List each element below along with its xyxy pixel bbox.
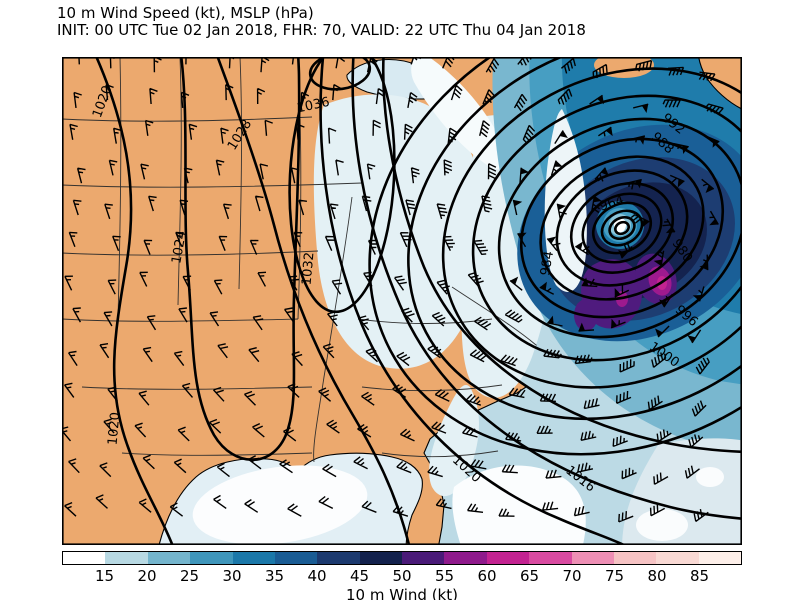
colorbar-swatch [656,552,699,564]
colorbar-tick-label: 30 [222,567,242,585]
colorbar-tick-label: 45 [349,567,370,585]
isobar-label: 1020 [106,412,124,446]
colorbar-tick-label: 75 [604,567,625,585]
colorbar-swatch [232,552,275,564]
isobar-label: 1036 [296,95,331,117]
isobar-1004 [407,57,742,421]
mslp-contours [95,57,742,545]
colorbar-swatch [613,552,657,564]
isobar-1024 [179,57,301,462]
figure-titles: 10 m Wind Speed (kt), MSLP (hPa) INIT: 0… [57,5,586,39]
isobar-968 [592,201,652,255]
calm-white-area [636,509,688,541]
isobar-980 [555,169,689,287]
colorbar-tick-label: 60 [477,567,497,585]
isobar-label: 1032 [300,252,318,286]
colorbar-swatch [63,552,106,564]
chart-title: 10 m Wind Speed (kt), MSLP (hPa) [57,4,314,22]
isobar-1020-ocean [319,57,628,545]
isobar-label: 1024 [169,230,190,265]
shade-15kt-land [429,385,479,497]
colorbar-swatch [698,552,741,564]
shade-15kt-land [411,57,506,170]
isobar-1000 [441,67,742,389]
colorbar-swatch [359,552,402,564]
isobar-1008 [368,57,742,456]
colorbar-tick-label: 55 [434,567,455,585]
colorbar-swatch [402,552,445,564]
colorbar-swatch [486,552,530,564]
isobar-label: 984 [538,250,557,277]
isobar-1012 [381,57,742,454]
weather-map: 1020102010241028103210369649809849889929… [62,57,742,545]
isobar-1016 [351,57,742,520]
isobar-956 [614,220,630,236]
colorbar-tick-label: 25 [179,567,200,585]
wind-barb-strokes [62,57,724,523]
colorbar-swatch [317,552,360,564]
colorbar-tick-label: 20 [137,567,157,585]
colorbar-swatch [105,552,148,564]
calm-white-area [696,467,724,487]
map-border [62,57,742,545]
colorbar-tick-label: 40 [307,567,327,585]
isobar-972 [581,192,663,264]
isobar-960 [608,215,636,241]
colorbar-swatch [147,552,191,564]
colorbar-caption: 10 m Wind (kt) [346,586,458,600]
colorbar-tick-label: 80 [647,567,667,585]
colorbar-swatch [529,552,572,564]
isobar-984 [539,155,705,301]
colorbar-swatch [190,552,233,564]
wind-barbs-layer [62,57,724,523]
isobar-1036 [308,57,372,91]
colorbar-tick-label: 15 [94,567,115,585]
colorbar-tick-label: 35 [264,567,285,585]
chart-subtitle: INIT: 00 UTC Tue 02 Jan 2018, FHR: 70, V… [57,21,586,39]
colorbar-tick-label: 65 [519,567,540,585]
isobar-1020-west [95,57,174,545]
calm-white-area [192,465,368,545]
colorbar [62,551,742,565]
isobar-label: 964 [598,193,626,215]
isobar-1028 [216,57,411,545]
colorbar-tick-label: 70 [562,567,582,585]
colorbar-swatch [571,552,614,564]
colorbar-tick-labels: 15 20 25 30 35 40 45 50 55 60 65 70 75 80 85 [62,567,742,587]
isobar-996 [471,94,742,362]
calm-white-area [452,465,586,545]
isobar-992 [497,117,742,339]
colorbar-swatch [444,552,487,564]
isobar-976 [569,182,675,274]
colorbar-tick-label: 50 [392,567,412,585]
colorbar-tick-label: 85 [689,567,710,585]
colorbar-swatch [274,552,318,564]
map-area: 1020 1020 1024 1028 1032 1036 964 980 984 988 992 9… [62,57,742,545]
